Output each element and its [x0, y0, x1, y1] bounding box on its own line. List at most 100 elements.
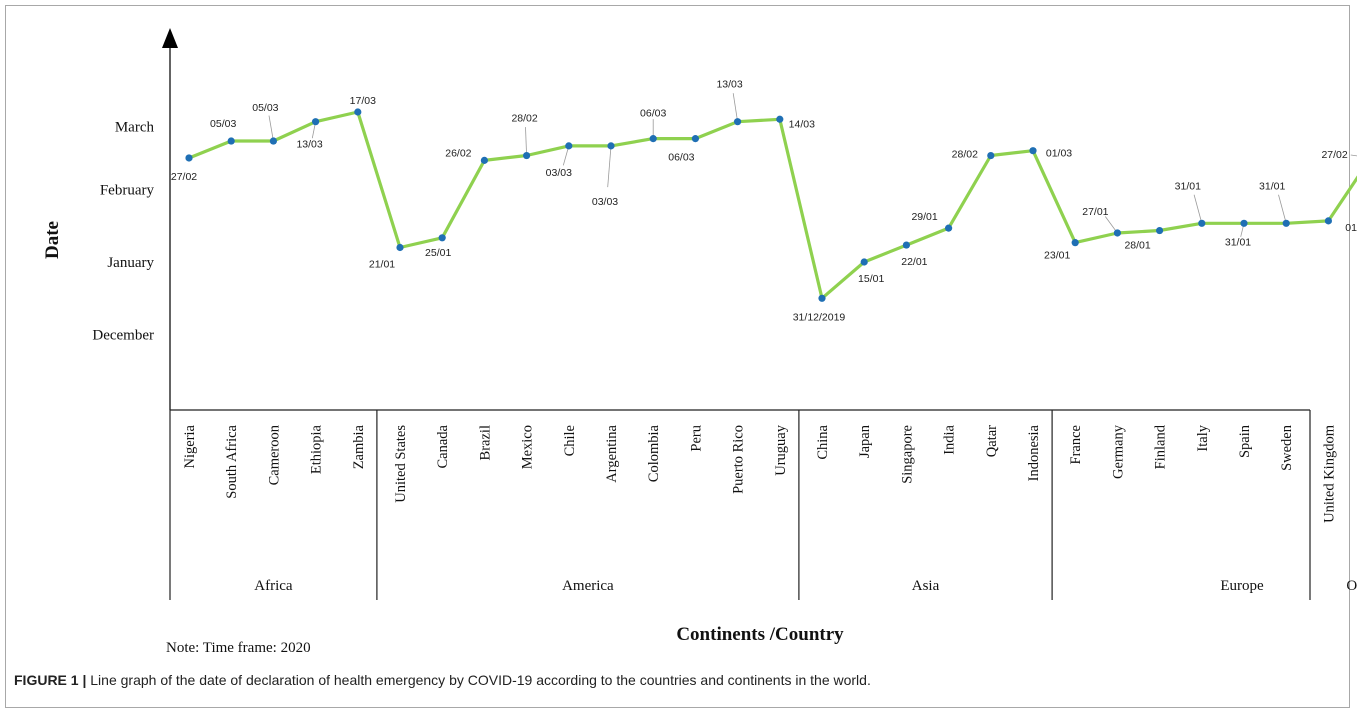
data-label-argentina: 03/03	[592, 196, 618, 208]
category-label-indonesia: Indonesia	[1026, 424, 1042, 481]
data-point-nigeria	[185, 154, 193, 162]
category-label-uruguay: Uruguay	[773, 424, 789, 475]
category-label-ethiopia: Ethiopia	[309, 424, 325, 474]
category-label-canada: Canada	[435, 424, 451, 468]
data-label-leader-italy	[1193, 194, 1203, 224]
data-point-sweden	[1282, 219, 1290, 227]
data-label-italy: 31/01	[1175, 180, 1201, 192]
category-label-cameroon: Cameroon	[266, 424, 282, 485]
data-point-puerto-rico	[734, 118, 742, 126]
data-point-finland	[1156, 226, 1164, 235]
data-point-qatar	[987, 151, 995, 160]
data-point-india	[945, 224, 953, 232]
data-label-chile: 03/03	[546, 167, 572, 179]
data-label-zambia: 17/03	[350, 95, 376, 107]
data-point-peru	[691, 135, 700, 143]
category-label-south-africa: South Africa	[224, 424, 240, 498]
data-label-india: 29/01	[911, 211, 937, 223]
x-axis-title: Continents /Country	[676, 624, 844, 645]
category-label-brazil: Brazil	[477, 425, 493, 460]
category-label-italy: Italy	[1195, 424, 1211, 451]
group-label-africa: Africa	[254, 578, 293, 594]
data-label-leader-lithuania	[1350, 154, 1357, 157]
data-point-canada	[438, 234, 446, 242]
caption-text: Line graph of the date of declaration of…	[90, 672, 871, 688]
y-tick-label-december: December	[92, 328, 154, 344]
data-label-leader-mexico	[525, 127, 527, 156]
data-label-lithuania: 27/02	[1321, 149, 1347, 161]
data-label-france: 23/01	[1044, 250, 1070, 262]
category-label-peru: Peru	[688, 425, 704, 452]
group-label-america: America	[562, 578, 614, 594]
category-label-argentina: Argentina	[604, 424, 620, 482]
data-label-leader-argentina	[607, 145, 612, 188]
category-label-qatar: Qatar	[984, 425, 1000, 457]
category-label-spain: Spain	[1237, 424, 1253, 458]
category-label-singapore: Singapore	[899, 425, 915, 484]
data-point-france	[1071, 239, 1079, 247]
category-label-united-kingdom: United Kingdom	[1321, 424, 1337, 523]
category-label-zambia: Zambia	[351, 424, 367, 469]
data-point-brazil	[480, 156, 488, 164]
line-chart: December January February March Date Africa Am…	[42, 28, 1357, 656]
data-label-japan: 15/01	[858, 273, 884, 285]
series-line	[188, 110, 1357, 300]
data-label-uruguay: 14/03	[789, 118, 815, 130]
y-tick-label-march: March	[115, 120, 155, 136]
data-label-colombia: 06/03	[640, 108, 666, 120]
data-label-leader-cameroon	[268, 115, 274, 142]
group-label-asia: Asia	[912, 578, 940, 594]
data-label-brazil: 26/02	[445, 147, 471, 159]
figure-caption: FIGURE 1 | Line graph of the date of dec…	[14, 672, 871, 688]
caption-prefix: FIGURE 1 |	[14, 672, 87, 688]
data-point-zambia	[354, 108, 362, 116]
category-label-mexico: Mexico	[520, 425, 536, 469]
data-label-south-africa: 05/03	[210, 118, 236, 130]
data-point-china	[818, 294, 826, 302]
data-point-italy	[1198, 219, 1206, 227]
data-label-leader-puerto-rico	[732, 93, 738, 122]
y-axis-title: Date	[42, 221, 63, 259]
data-point-cameroon	[269, 137, 277, 145]
category-label-sweden: Sweden	[1279, 424, 1295, 471]
category-label-nigeria: Nigeria	[182, 424, 198, 468]
category-label-puerto-rico: Puerto Rico	[731, 425, 747, 494]
data-label-canada: 25/01	[425, 247, 451, 259]
y-tick-label-january: January	[107, 255, 154, 271]
data-label-united-states: 21/01	[369, 258, 395, 270]
data-label-finland: 28/01	[1124, 240, 1150, 252]
data-label-puerto-rico: 13/03	[716, 79, 742, 91]
data-point-south-africa	[227, 137, 235, 145]
data-point-ethiopia	[312, 118, 320, 126]
chart-note: Note: Time frame: 2020	[166, 640, 311, 656]
data-label-mexico: 28/02	[511, 113, 537, 125]
data-label-indonesia: 01/03	[1046, 148, 1072, 160]
category-label-india: India	[942, 424, 958, 454]
data-point-argentina	[607, 142, 615, 150]
data-label-qatar: 28/02	[952, 149, 978, 161]
data-label-singapore: 22/01	[901, 256, 927, 268]
data-point-united-states	[396, 243, 404, 252]
data-point-colombia	[649, 135, 657, 143]
data-label-leader-sweden	[1278, 194, 1287, 224]
category-label-germany: Germany	[1110, 424, 1126, 479]
data-point-uruguay	[776, 115, 784, 123]
data-label-sweden: 31/01	[1259, 180, 1285, 192]
data-label-peru: 06/03	[668, 152, 694, 164]
category-label-japan: Japan	[857, 424, 873, 458]
data-point-singapore	[902, 241, 911, 249]
data-point-japan	[860, 258, 868, 266]
data-point-indonesia	[1029, 147, 1037, 155]
category-label-united-states: United States	[393, 425, 409, 503]
data-point-spain	[1240, 219, 1248, 227]
category-label-colombia: Colombia	[646, 424, 662, 482]
category-label-china: China	[815, 424, 831, 459]
data-label-cameroon: 05/03	[252, 102, 278, 114]
category-label-chile: Chile	[562, 425, 578, 456]
data-label-china: 31/12/2019	[793, 311, 846, 323]
category-label-france: France	[1068, 425, 1084, 464]
data-label-nigeria: 27/02	[171, 171, 197, 183]
data-label-germany: 27/01	[1082, 206, 1108, 218]
data-label-spain: 31/01	[1225, 236, 1251, 248]
group-label-oceania: Oceania	[1346, 578, 1357, 594]
